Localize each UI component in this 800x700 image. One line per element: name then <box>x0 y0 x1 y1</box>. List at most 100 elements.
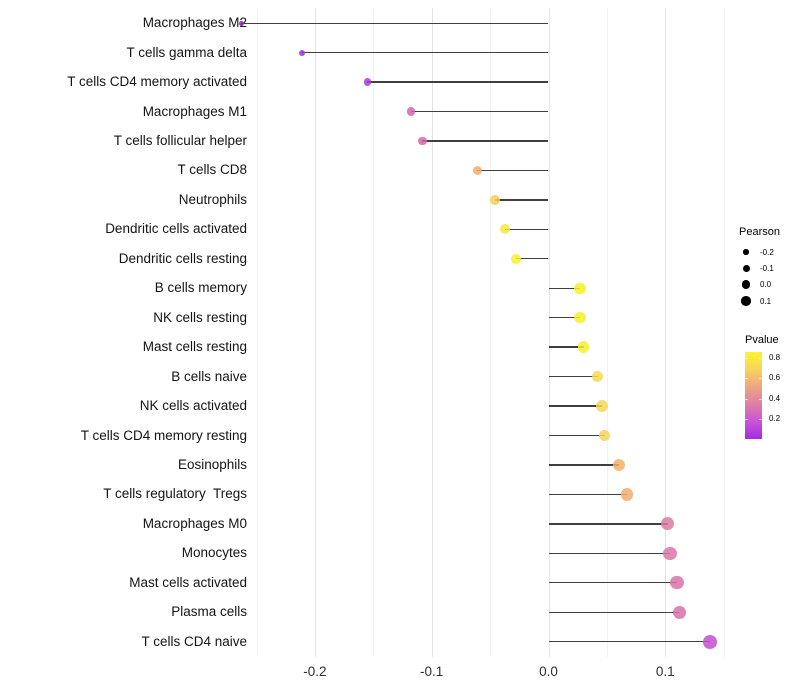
row-label: Plasma cells <box>171 604 247 620</box>
legend-size-entry: -0.2 <box>739 244 780 260</box>
lollipop-dot <box>577 341 590 353</box>
gridline <box>490 8 492 657</box>
lollipop-dot <box>500 224 511 235</box>
legend-size-dot-cell <box>739 296 753 306</box>
row-label: Macrophages M2 <box>142 15 247 31</box>
lollipop-dot <box>238 20 244 26</box>
lollipop-dot <box>620 488 633 501</box>
lollipop-stem <box>548 582 677 584</box>
legend-size-label: 0.1 <box>760 296 772 306</box>
lollipop-dot <box>510 253 521 264</box>
row-label: T cells CD8 <box>177 162 247 178</box>
lollipop-stem <box>477 169 549 172</box>
gridline <box>373 8 375 657</box>
legend-color-tick-label: 0.2 <box>769 413 781 423</box>
lollipop-stem <box>241 22 549 24</box>
row-label: NK cells resting <box>153 309 247 325</box>
lollipop-stem <box>548 375 598 378</box>
lollipop-dot <box>612 458 625 471</box>
row-label: Mast cells activated <box>129 574 247 590</box>
lollipop-dot <box>298 49 306 56</box>
legend-color-tick-mark <box>745 418 748 420</box>
legend-size-dot-cell <box>739 280 753 289</box>
lollipop-dot <box>363 78 372 86</box>
x-tick-label: 0.0 <box>539 664 558 679</box>
legend-color-tick-mark <box>745 378 748 380</box>
x-tick-label: -0.2 <box>303 664 327 679</box>
gridline <box>548 8 550 657</box>
row-label: Dendritic cells resting <box>118 250 247 266</box>
lollipop-stem <box>548 640 710 643</box>
legend-color-tick-mark <box>759 398 762 400</box>
lollipop-dot <box>661 517 675 531</box>
row-label: T cells CD4 memory resting <box>80 427 247 443</box>
legend-color-tick-mark <box>759 358 762 359</box>
row-label: Neutrophils <box>178 191 247 207</box>
legend-size-label: -0.2 <box>760 247 774 257</box>
legend-size-label: 0.0 <box>760 280 772 290</box>
lollipop-dot <box>591 370 604 383</box>
gridline <box>723 8 725 657</box>
row-label: Mast cells resting <box>142 339 247 355</box>
legend-color-tick-label: 0.4 <box>769 393 781 403</box>
lollipop-dot <box>596 400 609 412</box>
row-label: B cells memory <box>154 280 247 296</box>
row-label: Dendritic cells activated <box>105 221 247 237</box>
lollipop-dot <box>598 429 611 442</box>
lollipop-stem <box>548 405 603 407</box>
lollipop-stem <box>367 81 549 83</box>
pvalue-colorbar-wrap: 0.8 0.6 0.4 0.2 <box>745 352 781 439</box>
lollipop-dot <box>663 546 677 560</box>
x-tick-label: -0.1 <box>420 664 444 679</box>
lollipop-stem <box>548 464 619 466</box>
legend-size-dot-icon <box>743 249 749 255</box>
legend-size-entry: 0.0 <box>739 277 780 293</box>
legend-size-dot-icon <box>742 264 750 272</box>
legend-color-tick-label: 0.6 <box>769 373 781 383</box>
gridline <box>665 8 667 657</box>
row-label: B cells naive <box>171 368 247 384</box>
row-label: Macrophages M0 <box>142 515 247 531</box>
pvalue-colorbar <box>745 352 762 439</box>
lollipop-stem <box>515 258 549 260</box>
lollipop-stem <box>548 317 581 319</box>
legend-pvalue-color: Pvalue 0.8 0.6 0.4 0.2 <box>745 334 781 439</box>
lollipop-dot <box>574 312 586 324</box>
x-tick-label: 0.1 <box>655 664 675 679</box>
legend-pvalue-title: Pvalue <box>745 334 779 346</box>
row-label: T cells gamma delta <box>126 44 247 60</box>
lollipop-stem <box>548 287 581 289</box>
row-label: Macrophages M1 <box>142 103 247 119</box>
legend-size-dot-icon <box>741 296 751 306</box>
lollipop-dot <box>574 282 586 294</box>
lollipop-stem <box>422 140 549 142</box>
legend-color-tick-mark <box>745 398 748 400</box>
lollipop-stem <box>548 493 627 496</box>
row-label: T cells CD4 naive <box>141 633 247 649</box>
lollipop-stem <box>548 523 668 525</box>
row-label: Eosinophils <box>177 456 247 472</box>
legend-size-label: -0.1 <box>760 263 774 273</box>
legend-size-dot-cell <box>739 249 753 255</box>
row-label: Monocytes <box>181 545 247 561</box>
legend-size-entry: 0.1 <box>739 293 780 309</box>
lollipop-dot <box>702 634 717 649</box>
legend-color-tick-mark <box>759 378 762 380</box>
gridline <box>431 8 433 657</box>
gridline <box>606 8 608 657</box>
lollipop-dot <box>418 136 427 146</box>
row-label: T cells regulatory Tregs <box>103 486 247 502</box>
legend-pearson-size: Pearson -0.2 -0.1 0.0 0.1 <box>739 226 780 309</box>
lollipop-dot <box>489 195 500 205</box>
lollipop-dot <box>672 605 686 619</box>
row-label: T cells follicular helper <box>113 133 247 148</box>
row-label: T cells CD4 memory activated <box>67 74 247 90</box>
lollipop-stem <box>410 110 549 113</box>
lollipop-stem <box>302 51 549 54</box>
lollipop-dot <box>406 107 415 116</box>
legend-pearson-entries: -0.2 -0.1 0.0 0.1 <box>739 244 780 309</box>
legend-color-tick-mark <box>745 358 748 359</box>
legend-pearson-title: Pearson <box>739 226 780 238</box>
row-label: NK cells activated <box>139 398 247 414</box>
